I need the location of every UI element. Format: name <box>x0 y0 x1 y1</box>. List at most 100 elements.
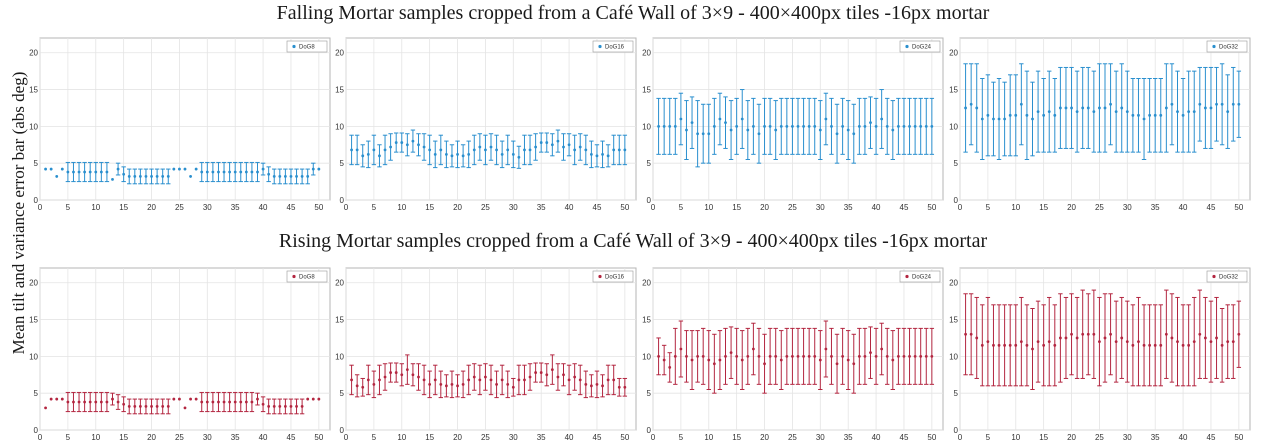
data-point <box>1058 106 1062 110</box>
data-point <box>428 148 432 152</box>
y-tick-label: 0 <box>34 196 39 205</box>
plot-frame <box>39 37 331 201</box>
data-point <box>194 397 198 401</box>
data-point <box>378 378 381 382</box>
data-point <box>685 354 688 358</box>
data-point <box>774 128 778 132</box>
data-point <box>523 148 526 152</box>
data-point <box>450 154 454 158</box>
data-point <box>528 375 532 379</box>
data-point <box>394 141 398 144</box>
data-point <box>456 384 459 388</box>
x-tick-label: 0 <box>958 203 963 212</box>
data-point <box>278 405 282 408</box>
data-point <box>578 145 582 149</box>
data-point <box>735 124 739 128</box>
data-point <box>72 170 75 174</box>
data-point <box>489 378 493 382</box>
data-point <box>997 117 1001 121</box>
legend: DoG16 <box>592 270 634 283</box>
data-point <box>896 354 900 358</box>
x-tick-label: 25 <box>175 203 184 212</box>
x-tick-label: 20 <box>147 203 156 212</box>
plot-area <box>39 37 331 201</box>
legend-box <box>899 40 941 53</box>
plot-frame <box>345 267 637 431</box>
data-point <box>1019 340 1023 344</box>
chart-falling-dog32: 0 5 10 15 20 25 30 35 40 45 50 0 5 10 15 20 DoG32 <box>949 37 1251 212</box>
data-point <box>1181 343 1185 347</box>
data-point <box>83 400 87 404</box>
data-point <box>478 378 482 382</box>
data-point <box>450 382 454 386</box>
data-point <box>1053 113 1057 117</box>
y-tick-label: 5 <box>647 159 652 168</box>
data-point <box>751 347 755 351</box>
data-point <box>150 175 153 178</box>
data-point <box>668 366 672 369</box>
data-point <box>975 336 979 340</box>
data-point <box>857 124 861 128</box>
data-point <box>1003 117 1007 121</box>
legend-marker <box>598 44 602 49</box>
y-tick-label: 0 <box>34 426 39 435</box>
x-tick-label: 5 <box>372 433 377 442</box>
data-point <box>1148 113 1152 117</box>
legend-label: DoG8 <box>299 275 315 281</box>
legend: DoG8 <box>286 270 328 283</box>
data-point <box>272 405 276 408</box>
data-point <box>372 382 376 386</box>
data-point <box>1198 102 1202 106</box>
data-point <box>1142 343 1146 347</box>
data-point <box>919 354 923 358</box>
data-point <box>657 354 660 358</box>
data-point <box>595 382 599 386</box>
data-point <box>612 148 616 152</box>
x-tick-label: 50 <box>1234 203 1243 212</box>
x-tick-label: 0 <box>344 433 349 442</box>
data-point <box>433 152 437 156</box>
data-point <box>729 128 733 132</box>
data-point <box>701 132 705 136</box>
data-point <box>1131 343 1135 347</box>
x-tick-label: 25 <box>788 203 797 212</box>
data-point <box>205 170 209 174</box>
data-point <box>1148 343 1152 347</box>
data-point <box>467 378 471 382</box>
data-point <box>573 148 577 152</box>
y-tick-label: 15 <box>642 86 651 95</box>
data-point <box>1170 336 1174 340</box>
data-point <box>506 148 510 152</box>
data-point <box>261 167 265 171</box>
x-tick-label: 50 <box>620 203 629 212</box>
plot-area <box>345 37 637 201</box>
data-point <box>1109 102 1112 106</box>
data-point <box>1098 106 1101 110</box>
data-point <box>891 128 895 132</box>
data-point <box>841 354 845 358</box>
data-point <box>189 397 192 401</box>
data-point <box>161 175 165 178</box>
data-point <box>813 124 817 128</box>
data-point <box>1053 343 1057 347</box>
x-tick-label: 35 <box>844 203 853 212</box>
y-tick-label: 0 <box>340 426 345 435</box>
x-tick-label: 25 <box>481 203 490 212</box>
chart-falling-dog24: 0 5 10 15 20 25 30 35 40 45 50 0 5 10 15 20 DoG24 <box>642 37 944 212</box>
data-point <box>824 117 828 121</box>
x-tick-label: 50 <box>927 433 936 442</box>
data-point <box>595 154 599 158</box>
data-point <box>539 141 543 144</box>
data-point <box>461 154 465 158</box>
data-point <box>211 400 215 404</box>
data-point <box>779 358 783 362</box>
data-point <box>1047 340 1051 344</box>
data-point <box>306 397 310 401</box>
data-point <box>1058 336 1062 340</box>
data-point <box>122 172 126 176</box>
legend-label: DoG16 <box>605 45 625 51</box>
x-tick-label: 10 <box>1011 203 1020 212</box>
data-point <box>300 175 304 178</box>
data-point <box>244 170 248 174</box>
y-tick-label: 0 <box>647 426 652 435</box>
